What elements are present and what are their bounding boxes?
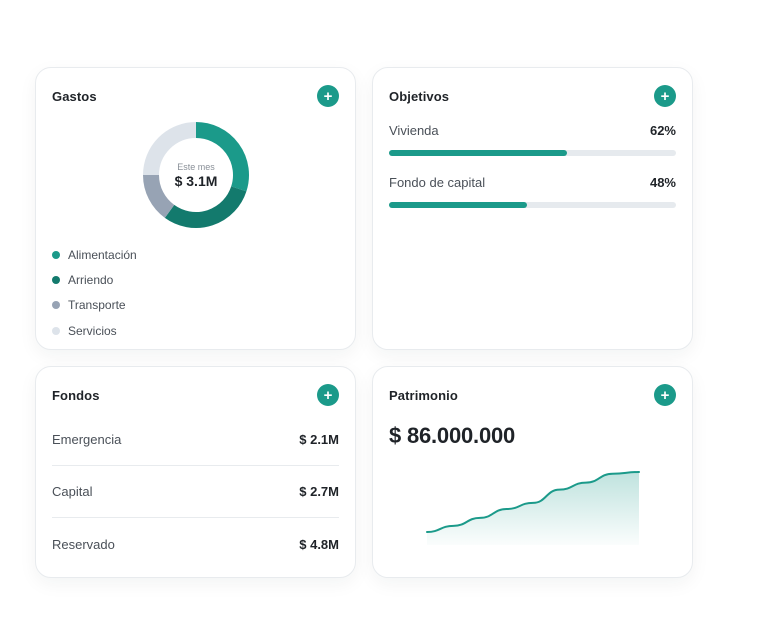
donut-total: $ 3.1M xyxy=(174,172,218,189)
objetivos-add-button[interactable]: + xyxy=(654,85,676,107)
goal-label: Vivienda xyxy=(389,123,439,138)
segment-alimentacion xyxy=(195,122,249,192)
goal-percent: 62% xyxy=(649,123,676,138)
plus-icon: + xyxy=(323,87,333,105)
plus-icon: + xyxy=(660,87,670,105)
segment-arriendo xyxy=(164,186,247,228)
legend-label: Arriendo xyxy=(68,272,114,287)
plus-icon: + xyxy=(660,386,670,404)
segment-servicios xyxy=(143,122,197,176)
patrimonio-title: Patrimonio xyxy=(389,388,458,403)
legend-item-arriendo: Arriendo xyxy=(52,267,137,292)
legend-label: Transporte xyxy=(68,298,126,313)
objetivos-card: Objetivos + Vivienda 62% Fondo de capita… xyxy=(372,67,693,350)
legend-item-transporte: Transporte xyxy=(52,293,137,318)
fund-label: Reservado xyxy=(52,536,115,552)
trend-area xyxy=(427,472,639,545)
goal-progress-track xyxy=(389,150,676,156)
fund-value: $ 2.7M xyxy=(299,484,339,499)
fondos-card: Fondos + Emergencia $ 2.1M Capital $ 2.7… xyxy=(35,366,356,578)
patrimonio-card: Patrimonio + $ 86.000.000 xyxy=(372,366,693,578)
goal-percent: 48% xyxy=(649,175,676,190)
goal-progress-track xyxy=(389,202,676,208)
fondos-title: Fondos xyxy=(52,388,100,403)
fund-label: Emergencia xyxy=(52,432,122,447)
objetivos-title: Objetivos xyxy=(389,89,450,104)
goal-fondo-de-capital: Fondo de capital 48% xyxy=(389,175,676,208)
net-worth-trend-chart xyxy=(426,471,640,545)
expenses-donut-chart: Este mes $ 3.1M xyxy=(141,120,251,230)
legend-dot xyxy=(52,275,60,284)
donut-center: Este mes $ 3.1M xyxy=(141,120,251,230)
legend-dot xyxy=(52,326,60,335)
plus-icon: + xyxy=(323,386,333,404)
gastos-legend: Alimentación Arriendo Transporte Servici… xyxy=(52,242,137,343)
gastos-title: Gastos xyxy=(52,89,97,104)
gastos-card: Gastos + Este mes $ 3.1M Alimentación Ar… xyxy=(35,67,356,350)
fund-value: $ 2.1M xyxy=(299,432,339,447)
fund-row-reservado[interactable]: Reservado $ 4.8M xyxy=(52,518,339,570)
legend-item-servicios: Servicios xyxy=(52,318,137,343)
gastos-add-button[interactable]: + xyxy=(317,85,339,107)
goal-progress-fill xyxy=(389,202,527,208)
legend-dot xyxy=(52,301,60,310)
legend-label: Alimentación xyxy=(68,247,137,262)
goal-progress-fill xyxy=(389,150,567,156)
fondos-add-button[interactable]: + xyxy=(317,384,339,406)
fund-label: Capital xyxy=(52,484,93,499)
donut-svg xyxy=(143,122,249,228)
goal-label: Fondo de capital xyxy=(389,175,486,190)
donut-caption: Este mes xyxy=(177,161,215,172)
legend-label: Servicios xyxy=(68,323,117,338)
legend-item-alimentacion: Alimentación xyxy=(52,242,137,267)
patrimonio-add-button[interactable]: + xyxy=(654,384,676,406)
goal-vivienda: Vivienda 62% xyxy=(389,123,676,156)
fund-row-emergencia[interactable]: Emergencia $ 2.1M xyxy=(52,414,339,466)
segment-transporte xyxy=(143,174,175,218)
legend-dot xyxy=(52,250,60,259)
net-worth-amount: $ 86.000.000 xyxy=(389,423,516,448)
fund-row-capital[interactable]: Capital $ 2.7M xyxy=(52,466,339,518)
fund-value: $ 4.8M xyxy=(299,536,339,552)
trend-line xyxy=(426,471,640,533)
